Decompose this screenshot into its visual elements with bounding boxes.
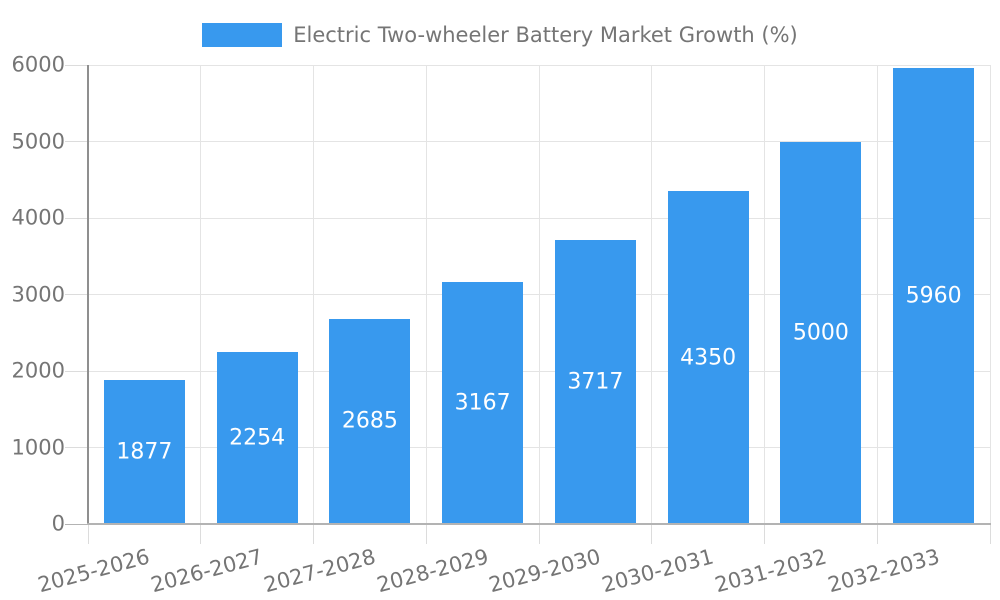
y-axis-tick-label: 5000 — [11, 129, 65, 154]
y-axis-tick-label: 1000 — [11, 435, 65, 460]
bar-value-label: 4350 — [680, 345, 737, 371]
bar[interactable]: 4350 — [667, 191, 749, 524]
y-axis-tick-label: 0 — [51, 511, 65, 536]
x-gridline — [651, 65, 653, 524]
y-axis-tick-label: 2000 — [11, 358, 65, 383]
x-tick-mark — [989, 524, 991, 544]
plot-area: 0 1000 2000 3000 4000 5000 6000 1877 2254 2685 316… — [12, 53, 991, 597]
y-tick-mark — [65, 217, 88, 219]
bar-value-label: 2685 — [341, 408, 398, 434]
y-tick-mark — [65, 370, 88, 372]
x-tick-mark — [538, 524, 540, 544]
bar-value-label: 5000 — [792, 320, 849, 346]
bar[interactable]: 3167 — [442, 281, 524, 524]
chart-title: Electric Two-wheeler Battery Market Grow… — [293, 23, 798, 47]
x-tick-mark — [651, 524, 653, 544]
y-axis-tick-label: 6000 — [11, 52, 65, 77]
legend-swatch — [202, 23, 283, 47]
x-tick-mark — [313, 524, 314, 544]
bar[interactable]: 2685 — [329, 318, 411, 524]
x-tick-mark — [764, 524, 765, 544]
x-tick-mark — [876, 524, 878, 544]
legend-item[interactable]: Electric Two-wheeler Battery Market Grow… — [0, 22, 1000, 48]
x-gridline — [313, 65, 314, 524]
x-tick-mark — [200, 524, 202, 544]
bar-value-label: 2254 — [229, 425, 286, 451]
y-tick-mark — [65, 447, 88, 448]
bar[interactable]: 5000 — [780, 141, 862, 524]
x-gridline — [425, 65, 427, 524]
bar[interactable]: 1877 — [103, 380, 185, 524]
x-tick-mark — [425, 524, 427, 544]
y-tick-mark — [65, 523, 88, 525]
x-gridline — [876, 65, 878, 524]
y-tick-mark — [65, 294, 88, 295]
y-axis-tick-label: 4000 — [11, 205, 65, 230]
bar[interactable]: 3717 — [554, 239, 636, 524]
y-axis-tick-label: 3000 — [11, 282, 65, 307]
y-axis-line — [87, 65, 89, 525]
x-gridline — [989, 65, 991, 524]
x-gridline — [538, 65, 540, 524]
x-gridline — [200, 65, 202, 524]
x-axis-line — [87, 523, 991, 525]
x-gridline — [764, 65, 765, 524]
bar-value-label: 3167 — [454, 390, 511, 416]
x-tick-mark — [87, 524, 89, 544]
y-tick-mark — [65, 64, 88, 66]
bar[interactable]: 5960 — [893, 68, 975, 524]
bar[interactable]: 2254 — [216, 351, 298, 524]
y-tick-mark — [65, 141, 88, 142]
bar-value-label: 5960 — [905, 283, 962, 309]
bar-value-label: 3717 — [567, 369, 624, 395]
bar-value-label: 1877 — [116, 439, 173, 465]
